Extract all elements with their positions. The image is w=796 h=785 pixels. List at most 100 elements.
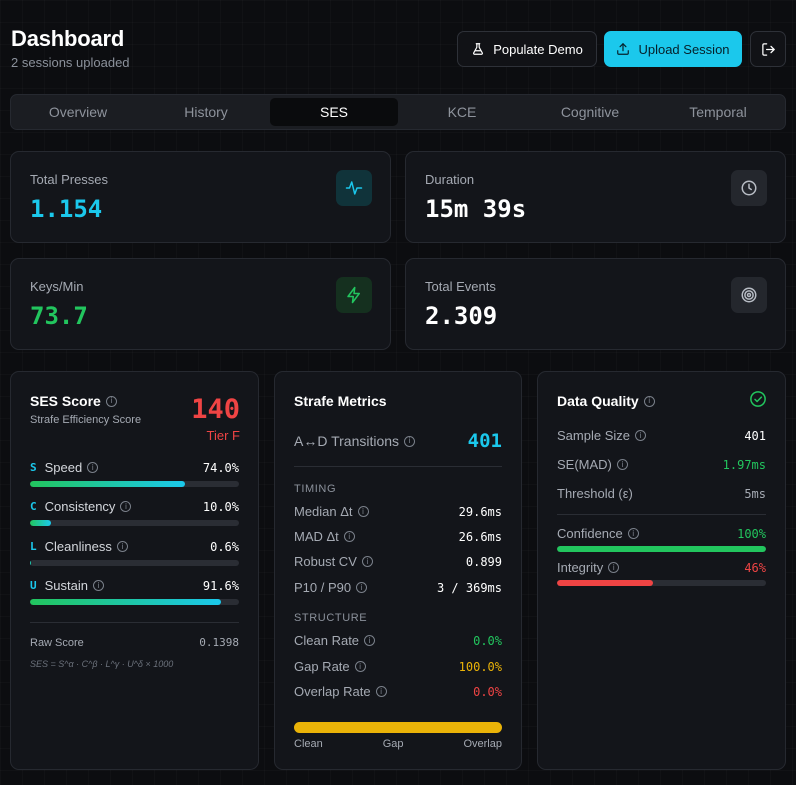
quality-value: 401 [744,428,766,443]
metric-label: Cleanliness [44,539,112,554]
tab-cognitive[interactable]: Cognitive [560,104,620,120]
metric-label: Sustain [44,578,88,593]
stat-value: 15m 39s [425,195,527,223]
stat-value: 73.7 [30,302,88,330]
divider [557,514,766,515]
metric-letter: U [30,579,37,592]
timing-label: Median Δt [294,504,353,519]
integrity-bar [557,580,766,586]
tab-kce[interactable]: KCE [447,104,477,120]
stat-label: Total Presses [30,172,109,187]
upload-session-label: Upload Session [638,41,730,57]
metric-bar [30,560,239,566]
structure-bar [294,722,502,733]
transitions-row: A↔D Transitions i 401 [294,430,502,452]
info-icon[interactable]: i [356,582,368,593]
info-icon[interactable]: i [627,528,639,539]
divider [294,466,502,467]
raw-score-value: 0.1398 [199,636,239,649]
metric-value: 74.0% [202,460,239,475]
quality-row: Sample Size i 401 [557,428,766,443]
ses-metric-row: U Sustain i 91.6% [30,578,239,593]
quality-row: Threshold (ε) 5ms [557,486,766,501]
stat-card-keys-per-min: Keys/Min 73.7 [10,258,391,350]
tab-temporal[interactable]: Temporal [689,104,747,120]
target-icon [731,277,767,313]
info-icon[interactable]: i [643,395,655,407]
zap-icon [336,277,372,313]
ses-metric-row: C Consistency i 10.0% [30,499,239,514]
info-icon[interactable]: i [361,556,373,567]
stat-label: Duration [425,172,475,187]
info-icon[interactable]: i [87,462,99,473]
info-icon[interactable]: i [616,459,628,470]
data-quality-panel: Data Quality i Sample Size i 401 SE(MAD) i 1.… [537,371,786,770]
page-subtitle: 2 sessions uploaded [11,55,130,70]
quality-title: Data Quality i [557,393,655,409]
structure-value: 0.0% [473,684,502,699]
structure-label: Gap Rate [294,659,350,674]
metric-value: 10.0% [202,499,239,514]
timing-row: MAD Δt i 26.6ms [294,529,502,544]
structure-label: Overlap Rate [294,684,371,699]
info-icon[interactable]: i [608,562,620,573]
ses-title-text: SES Score [30,393,101,409]
tab-bar: Overview History SES KCE Cognitive Tempo… [10,94,786,130]
metric-letter: C [30,500,37,513]
stat-card-duration: Duration 15m 39s [405,151,786,243]
metric-bar-fill [30,599,222,605]
metric-value: 0.6% [210,539,239,554]
quality-value: 5ms [744,486,766,501]
info-icon[interactable]: i [375,686,387,697]
integrity-row: Integrity i 46% [557,560,766,575]
stat-label: Keys/Min [30,279,84,294]
legend-overlap: Overlap [463,738,502,750]
info-icon[interactable]: i [634,430,646,441]
quality-value: 1.97ms [722,457,766,472]
tab-overview[interactable]: Overview [48,104,108,120]
info-icon[interactable]: i [105,395,117,407]
info-icon[interactable]: i [354,661,366,672]
integrity-bar-fill [557,580,654,586]
timing-row: P10 / P90 i 3 / 369ms [294,580,502,595]
structure-row: Overlap Rate i 0.0% [294,684,502,699]
ses-subtitle: Strafe Efficiency Score [30,414,142,426]
ses-title: SES Score i [30,393,117,409]
confidence-bar-fill [557,546,766,552]
info-icon[interactable]: i [120,501,132,512]
info-icon[interactable]: i [93,580,104,591]
timing-row: Median Δt i 29.6ms [294,504,502,519]
activity-icon [336,170,372,206]
confidence-label: Confidence [557,526,623,541]
quality-label: Sample Size [557,428,630,443]
logout-button[interactable] [750,31,786,67]
info-icon[interactable]: i [116,541,128,552]
quality-label: SE(MAD) [557,457,612,472]
info-icon[interactable]: i [343,531,355,542]
timing-section-heading: TIMING [294,483,337,495]
info-icon[interactable]: i [404,435,416,447]
integrity-label: Integrity [557,560,604,575]
info-icon[interactable]: i [364,635,376,646]
ses-metric-row: L Cleanliness i 0.6% [30,539,239,554]
tab-ses[interactable]: SES [270,98,398,126]
metric-label: Speed [44,460,83,475]
populate-demo-label: Populate Demo [493,41,583,57]
page-title: Dashboard [11,26,125,51]
raw-score-label: Raw Score [30,636,84,649]
stat-card-total-events: Total Events 2.309 [405,258,786,350]
tab-history[interactable]: History [184,104,228,120]
populate-demo-button[interactable]: Populate Demo [457,31,597,67]
info-icon[interactable]: i [357,506,369,517]
timing-value: 29.6ms [458,504,502,519]
metric-letter: L [30,540,37,553]
upload-session-button[interactable]: Upload Session [604,31,742,67]
gap-segment [294,722,502,733]
divider [30,622,239,623]
timing-value: 3 / 369ms [436,580,502,595]
structure-row: Clean Rate i 0.0% [294,633,502,648]
timing-value: 26.6ms [458,529,502,544]
timing-row: Robust CV i 0.899 [294,554,502,569]
structure-value: 0.0% [473,633,502,648]
metric-value: 91.6% [202,578,239,593]
